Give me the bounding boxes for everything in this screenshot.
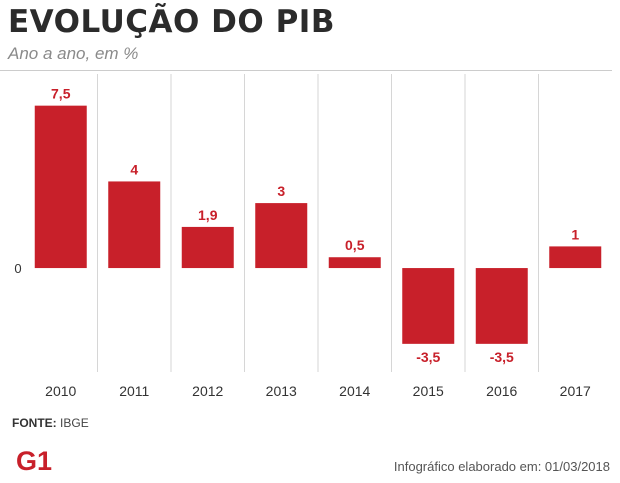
data-label: 1,9 [198, 207, 218, 223]
top-divider [0, 70, 612, 71]
x-tick-label: 2015 [413, 383, 444, 399]
bar [34, 105, 87, 269]
x-tick-label: 2012 [192, 383, 223, 399]
data-label: 1 [571, 226, 579, 242]
x-tick-label: 2011 [119, 383, 149, 399]
source-value: IBGE [60, 416, 89, 430]
data-label: 0,5 [345, 237, 365, 253]
source-label: FONTE: [12, 416, 57, 430]
bar [549, 246, 602, 269]
x-tick-label: 2016 [486, 383, 517, 399]
credit-note: Infográfico elaborado em: 01/03/2018 [393, 459, 610, 474]
data-label: 3 [277, 183, 285, 199]
x-tick-label: 2014 [339, 383, 370, 399]
x-tick-label: 2013 [266, 383, 297, 399]
logo-text: G1 [16, 447, 52, 473]
data-label: 7,5 [51, 86, 71, 102]
x-tick-label: 2017 [560, 383, 591, 399]
data-label: -3,5 [416, 349, 440, 365]
x-tick-label: 2010 [45, 383, 76, 399]
bar-chart: 0 7,5 2010 4 2011 1,9 2012 3 2013 0,5 2014 -3,5 2015… [14, 74, 602, 399]
zero-tick-label: 0 [14, 261, 21, 276]
bar [108, 181, 161, 269]
bar [181, 226, 234, 269]
bar [475, 268, 528, 344]
source-note: FONTE: IBGE [12, 416, 89, 430]
bar [255, 203, 308, 269]
chart-title: EVOLUÇÃO DO PIB [8, 4, 335, 40]
g1-logo-icon: G1 [16, 447, 52, 473]
bar [402, 268, 455, 344]
data-label: 4 [130, 161, 138, 177]
data-label: -3,5 [490, 349, 514, 365]
chart-subtitle: Ano a ano, em % [8, 44, 139, 63]
bar [328, 257, 381, 269]
